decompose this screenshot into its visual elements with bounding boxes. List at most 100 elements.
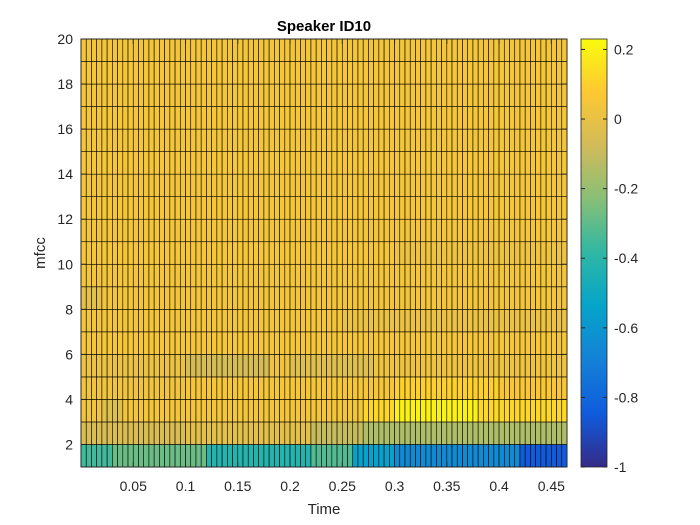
heatmap-cell — [389, 354, 395, 378]
heatmap-cell — [289, 173, 296, 197]
heatmap-cell — [362, 444, 369, 468]
heatmap-cell — [425, 399, 432, 423]
heatmap-cell — [279, 218, 286, 243]
heatmap-cell — [498, 309, 505, 333]
heatmap-cell — [300, 263, 307, 288]
heatmap-cell — [169, 83, 176, 107]
heatmap-cell — [221, 83, 228, 107]
heatmap-cell — [378, 399, 385, 423]
heatmap-cell — [441, 399, 448, 423]
heatmap-cell — [514, 218, 521, 243]
heatmap-cell — [321, 218, 327, 243]
heatmap-cell — [509, 444, 516, 468]
heatmap-cell — [383, 376, 390, 400]
heatmap-cell — [425, 218, 432, 243]
heatmap-cell — [430, 196, 437, 220]
heatmap-cell — [305, 354, 312, 378]
heatmap-cell — [540, 173, 547, 197]
heatmap-cell — [185, 83, 192, 107]
heatmap-cell — [368, 151, 374, 175]
heatmap-cell — [305, 421, 312, 445]
heatmap-cell — [446, 38, 453, 62]
heatmap-cell — [483, 399, 489, 423]
heatmap-cell — [383, 106, 390, 130]
heatmap-cell — [310, 61, 317, 85]
heatmap-cell — [227, 421, 233, 445]
heatmap-cell — [174, 376, 181, 400]
heatmap-cell — [420, 61, 427, 85]
heatmap-cell — [477, 331, 484, 355]
heatmap-cell — [467, 399, 474, 423]
heatmap-cell — [446, 309, 453, 333]
heatmap-cell — [91, 309, 97, 333]
heatmap-cell — [336, 38, 343, 62]
heatmap-cell — [347, 128, 354, 152]
x-tick-label: 0.35 — [433, 478, 460, 494]
heatmap-cell — [321, 376, 327, 400]
heatmap-cell — [477, 399, 484, 423]
heatmap-cell — [524, 444, 531, 468]
heatmap-cell — [467, 128, 474, 152]
heatmap-cell — [242, 61, 249, 85]
heatmap-cell — [237, 106, 244, 130]
heatmap-cell — [153, 399, 160, 423]
heatmap-cell — [373, 241, 380, 265]
heatmap-cell — [462, 128, 469, 152]
heatmap-cell — [336, 421, 343, 445]
heatmap-cell — [561, 151, 568, 175]
heatmap-cell — [279, 38, 286, 62]
heatmap-cell — [362, 173, 369, 197]
colorbar-tick-label: -0.8 — [614, 389, 638, 405]
heatmap-cell — [227, 218, 233, 243]
heatmap-cell — [462, 61, 469, 85]
heatmap-cell — [420, 263, 427, 288]
heatmap-cell — [179, 38, 186, 62]
heatmap-cell — [368, 309, 374, 333]
heatmap-cell — [430, 376, 437, 400]
heatmap-cell — [211, 331, 218, 355]
heatmap-cell — [436, 38, 442, 62]
heatmap-cell — [153, 286, 160, 310]
heatmap-cell — [331, 263, 338, 288]
heatmap-cell — [472, 376, 479, 400]
heatmap-cell — [206, 38, 212, 62]
heatmap-cell — [394, 241, 401, 265]
heatmap-cell — [462, 173, 469, 197]
heatmap-cell — [159, 151, 165, 175]
heatmap-cell — [561, 196, 568, 220]
heatmap-cell — [404, 241, 411, 265]
heatmap-cell — [378, 286, 385, 310]
heatmap-cell — [373, 444, 380, 468]
heatmap-cell — [530, 376, 536, 400]
heatmap-cell — [232, 38, 239, 62]
heatmap-cell — [321, 38, 327, 62]
heatmap-cell — [310, 196, 317, 220]
heatmap-cell — [488, 444, 495, 468]
y-axis-label: mfcc — [32, 237, 49, 269]
heatmap-cell — [535, 263, 542, 288]
heatmap-cell — [493, 444, 500, 468]
heatmap-cell — [389, 263, 395, 288]
heatmap-cell — [556, 106, 563, 130]
heatmap-cell — [132, 83, 139, 107]
heatmap-cell — [352, 196, 359, 220]
heatmap-cell — [148, 61, 155, 85]
heatmap-cell — [284, 106, 291, 130]
heatmap-cell — [153, 376, 160, 400]
heatmap-cell — [477, 38, 484, 62]
heatmap-cell — [321, 444, 327, 468]
heatmap-cell — [138, 421, 145, 445]
heatmap-cell — [436, 399, 442, 423]
heatmap-cell — [143, 128, 150, 152]
heatmap-cell — [503, 286, 510, 310]
heatmap-cell — [446, 241, 453, 265]
heatmap-cell — [326, 444, 333, 468]
heatmap-cell — [347, 444, 354, 468]
heatmap-cell — [331, 241, 338, 265]
heatmap-cell — [373, 196, 380, 220]
heatmap-cell — [106, 309, 113, 333]
heatmap-cell — [425, 61, 432, 85]
heatmap-cell — [159, 263, 165, 288]
heatmap-cell — [551, 354, 557, 378]
heatmap-cell — [519, 421, 526, 445]
